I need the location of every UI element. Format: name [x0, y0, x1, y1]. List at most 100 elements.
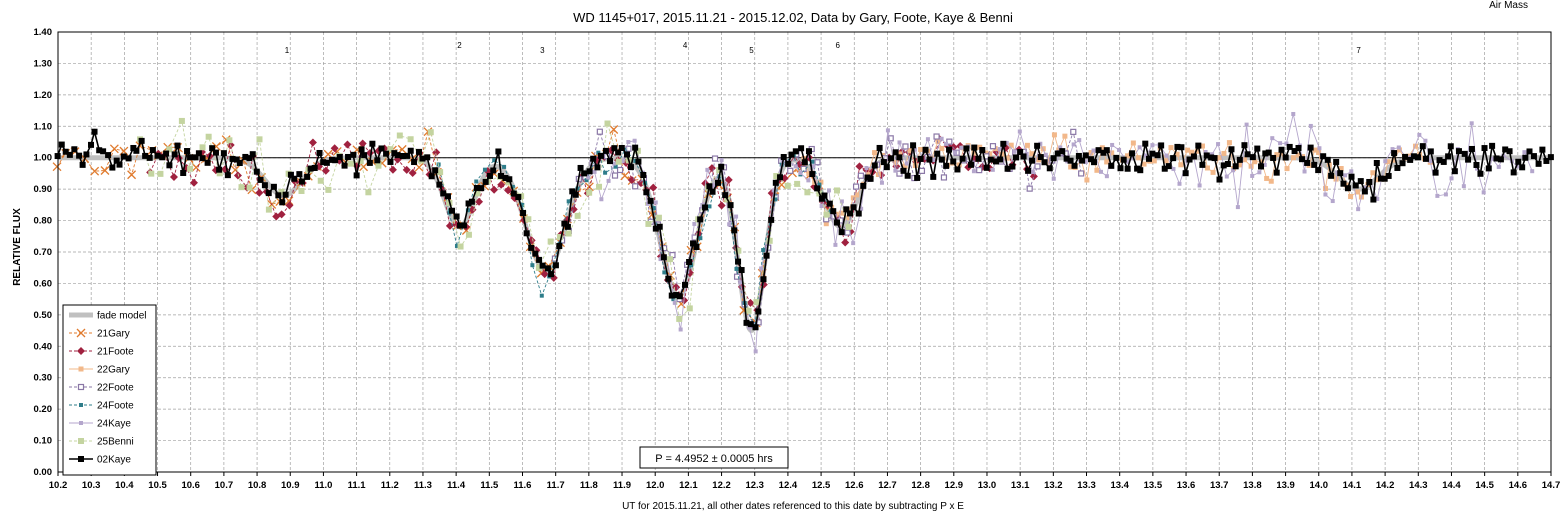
x-tick-label: 13.8: [1243, 480, 1262, 491]
data-point: [1344, 185, 1351, 192]
data-point: [1519, 164, 1526, 171]
data-point: [660, 254, 667, 261]
legend-item-02Kaye: 02Kaye: [69, 455, 131, 466]
data-point: [375, 162, 382, 169]
data-point: [693, 244, 700, 251]
data-point: [1315, 167, 1322, 174]
x-tick-label: 12.8: [911, 480, 930, 491]
data-point: [1190, 153, 1197, 160]
data-point: [1468, 145, 1475, 152]
data-point: [432, 167, 439, 174]
data-point: [1034, 142, 1041, 149]
data-point: [1357, 178, 1364, 185]
x-tick-label: 13.9: [1276, 480, 1295, 491]
y-tick-label: 1.20: [34, 90, 53, 101]
data-point: [682, 281, 689, 288]
data-point: [900, 167, 907, 174]
data-point: [365, 189, 372, 196]
data-point: [572, 191, 579, 198]
data-point: [1254, 145, 1261, 152]
data-point: [566, 199, 571, 204]
data-point: [163, 150, 170, 157]
data-point: [133, 147, 140, 154]
x-tick-label: 12.2: [712, 480, 731, 491]
data-point: [1469, 121, 1474, 126]
data-point: [888, 155, 895, 162]
data-point: [1402, 153, 1409, 160]
data-point: [747, 325, 752, 330]
data-point: [520, 202, 525, 207]
data-point: [1182, 170, 1189, 177]
data-point: [1443, 192, 1448, 197]
data-point: [792, 148, 799, 155]
data-point: [918, 167, 926, 174]
data-point: [712, 183, 717, 188]
data-point: [1084, 177, 1090, 183]
data-point: [805, 148, 812, 155]
y-tick-label: 0.70: [34, 247, 53, 258]
data-point: [189, 178, 198, 187]
y-tick-label: 1.10: [34, 121, 53, 132]
data-point: [374, 157, 381, 164]
data-point: [317, 177, 324, 184]
data-point: [649, 183, 658, 192]
data-point: [834, 219, 841, 226]
data-point: [536, 256, 543, 263]
data-point: [424, 154, 431, 161]
data-point: [325, 186, 332, 193]
data-point: [279, 199, 286, 206]
data-point: [707, 204, 712, 209]
data-point: [1024, 151, 1029, 156]
data-point: [1323, 192, 1328, 197]
data-point: [780, 154, 787, 161]
data-point: [1377, 175, 1384, 182]
x-tick-label: 11.0: [314, 480, 332, 491]
data-point: [1302, 169, 1307, 174]
data-point: [358, 139, 367, 148]
data-point: [944, 141, 949, 146]
x-tick-label: 14.1: [1343, 480, 1362, 491]
data-point: [1054, 150, 1061, 157]
data-point: [1522, 150, 1527, 155]
data-point: [596, 128, 603, 135]
data-point: [246, 184, 253, 191]
data-point: [482, 167, 487, 172]
data-point: [597, 152, 604, 159]
dip-annotation-1: 1: [285, 46, 290, 55]
data-point: [876, 144, 883, 151]
data-point: [711, 155, 719, 162]
period-label: P = 4.4952 ± 0.0005 hrs: [655, 453, 773, 465]
data-point: [1034, 163, 1041, 170]
x-tick-label: 14.5: [1475, 480, 1494, 491]
data-point: [1117, 147, 1122, 152]
data-point: [275, 192, 282, 199]
legend-swatch-marker: [79, 403, 83, 407]
data-point: [1236, 156, 1243, 163]
data-point: [632, 138, 637, 143]
data-point: [1008, 142, 1014, 148]
data-point: [328, 156, 335, 163]
data-point: [83, 151, 90, 158]
data-point: [1414, 154, 1421, 161]
data-point: [253, 168, 260, 175]
data-point: [656, 223, 663, 230]
data-point: [746, 298, 755, 307]
data-point: [238, 184, 245, 191]
data-point: [810, 159, 815, 164]
data-point: [1440, 158, 1447, 165]
data-point: [1199, 143, 1205, 149]
data-point: [510, 190, 517, 197]
legend-item-25Benni: 25Benni: [69, 437, 134, 448]
data-point: [1312, 147, 1318, 153]
data-point: [1104, 159, 1110, 165]
data-point: [187, 154, 194, 161]
legend-swatch-marker: [76, 328, 86, 338]
data-point: [1051, 176, 1056, 181]
data-point: [673, 292, 680, 299]
x-tick-label: 13.4: [1110, 480, 1129, 491]
data-point: [1094, 167, 1100, 173]
data-point: [1475, 166, 1480, 171]
data-point: [1373, 159, 1380, 166]
data-point: [391, 150, 398, 157]
data-point: [939, 145, 945, 151]
